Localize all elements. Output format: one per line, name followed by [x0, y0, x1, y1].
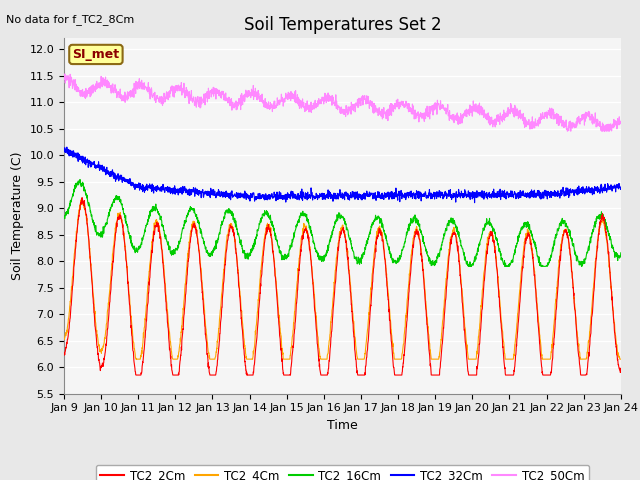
Y-axis label: Soil Temperature (C): Soil Temperature (C): [11, 152, 24, 280]
Text: No data for f_TC2_8Cm: No data for f_TC2_8Cm: [6, 14, 134, 25]
Legend: TC2_2Cm, TC2_4Cm, TC2_16Cm, TC2_32Cm, TC2_50Cm: TC2_2Cm, TC2_4Cm, TC2_16Cm, TC2_32Cm, TC…: [95, 465, 589, 480]
Text: SI_met: SI_met: [72, 48, 120, 61]
X-axis label: Time: Time: [327, 419, 358, 432]
Title: Soil Temperatures Set 2: Soil Temperatures Set 2: [244, 16, 441, 34]
